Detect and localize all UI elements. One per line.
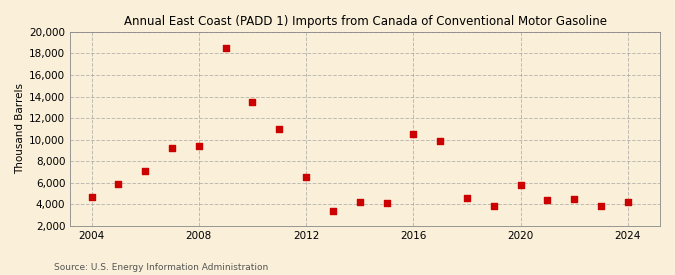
Point [354, 200, 365, 204]
Point [327, 209, 338, 213]
Point [140, 169, 151, 173]
Point [86, 195, 97, 199]
Point [220, 46, 231, 50]
Point [569, 197, 580, 201]
Point [622, 200, 633, 204]
Point [489, 204, 500, 209]
Point [113, 182, 124, 186]
Point [274, 127, 285, 131]
Point [300, 175, 311, 180]
Title: Annual East Coast (PADD 1) Imports from Canada of Conventional Motor Gasoline: Annual East Coast (PADD 1) Imports from … [124, 15, 607, 28]
Point [408, 132, 418, 136]
Point [595, 204, 606, 209]
Point [462, 196, 472, 200]
Point [194, 144, 205, 148]
Point [435, 139, 446, 143]
Point [381, 201, 392, 205]
Point [167, 146, 178, 150]
Y-axis label: Thousand Barrels: Thousand Barrels [15, 83, 25, 174]
Text: Source: U.S. Energy Information Administration: Source: U.S. Energy Information Administ… [54, 263, 268, 272]
Point [247, 100, 258, 104]
Point [515, 183, 526, 187]
Point [542, 198, 553, 202]
